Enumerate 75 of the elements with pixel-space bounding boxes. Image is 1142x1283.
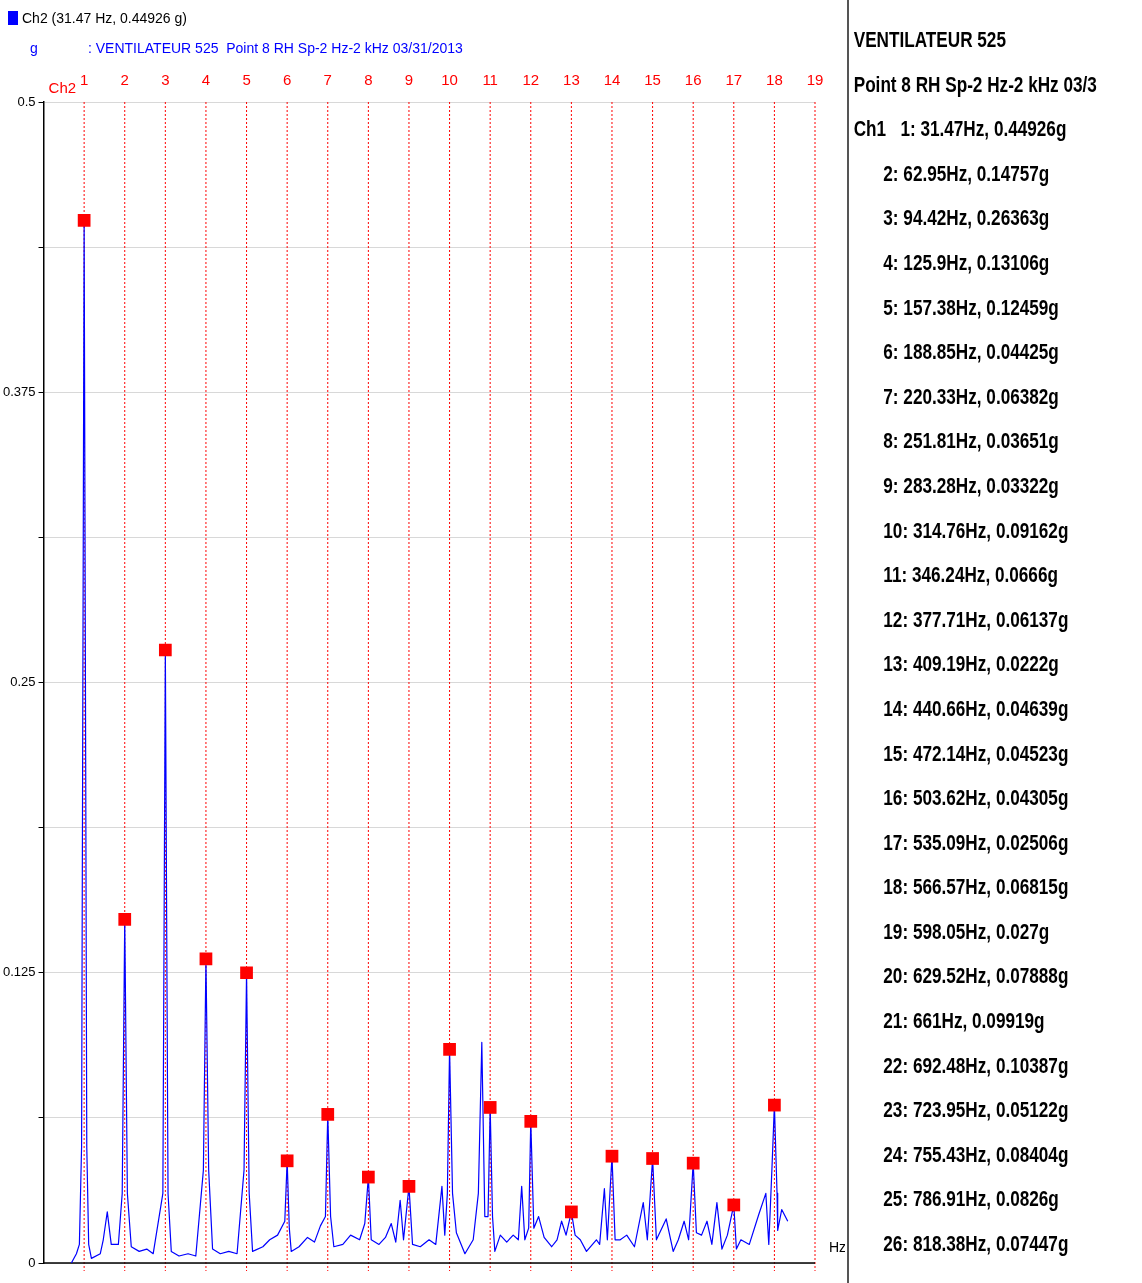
text: 25: 786.91Hz, 0.0826g bbox=[882, 1185, 1060, 1214]
y-axis-title: g bbox=[30, 40, 39, 56]
text: 2: 62.95Hz, 0.14757g bbox=[882, 159, 1051, 188]
text: 21: 661Hz, 0.09919g bbox=[882, 1007, 1046, 1036]
point bbox=[605, 1149, 619, 1163]
y-tick-label: 0.125 bbox=[2, 964, 36, 980]
text: Point 8 RH Sp-2 Hz-2 kHz 03/3 bbox=[852, 70, 1097, 99]
y-tick-label: 0.375 bbox=[2, 383, 36, 399]
text: 18: 566.57Hz, 0.06815g bbox=[882, 873, 1070, 902]
x-tick-label: 17 bbox=[725, 71, 743, 89]
text: Ch2 bbox=[48, 78, 77, 96]
x-tick-label: 12 bbox=[522, 71, 540, 89]
point bbox=[768, 1098, 781, 1112]
x-tick-label: 1 bbox=[79, 71, 89, 89]
point bbox=[118, 912, 132, 926]
text: 14: 440.66Hz, 0.04639g bbox=[882, 694, 1070, 723]
point bbox=[443, 1043, 456, 1056]
text: 5: 157.38Hz, 0.12459g bbox=[882, 293, 1060, 322]
x-tick-label: 8 bbox=[364, 71, 373, 89]
point bbox=[77, 214, 91, 227]
text: 8: 251.81Hz, 0.03651g bbox=[882, 427, 1060, 456]
text: 6: 188.85Hz, 0.04425g bbox=[882, 338, 1060, 367]
text: 3: 94.42Hz, 0.26363g bbox=[882, 204, 1051, 233]
text: 24: 755.43Hz, 0.08404g bbox=[882, 1140, 1070, 1169]
text: 9: 283.28Hz, 0.03322g bbox=[882, 471, 1060, 500]
text: 19: 598.05Hz, 0.027g bbox=[882, 917, 1051, 946]
point bbox=[362, 1170, 375, 1184]
x-tick-label: 19 bbox=[806, 71, 824, 89]
text: 12: 377.71Hz, 0.06137g bbox=[882, 605, 1070, 634]
text: 11: 346.24Hz, 0.0666g bbox=[882, 561, 1059, 590]
x-tick-label: 5 bbox=[242, 71, 251, 89]
chart-subtitle: : VENTILATEUR 525 Point 8 RH Sp-2 Hz-2 kHz 03/31/2013 bbox=[88, 40, 463, 56]
text: 22: 692.48Hz, 0.10387g bbox=[882, 1051, 1070, 1080]
y-tick-label: 0.25 bbox=[10, 674, 36, 690]
point bbox=[727, 1198, 741, 1212]
x-tick-label: 6 bbox=[282, 71, 292, 89]
x-tick-label: 13 bbox=[563, 71, 580, 89]
text: VENTILATEUR 525 bbox=[852, 26, 1007, 54]
text: Ch1 1: 31.47Hz, 0.44926g bbox=[852, 115, 1068, 144]
point bbox=[565, 1205, 578, 1219]
x-tick-label: 7 bbox=[323, 71, 332, 89]
point bbox=[158, 643, 172, 657]
y-tick-label: 0 bbox=[28, 1254, 36, 1270]
x-tick-label: 3 bbox=[161, 71, 170, 89]
point bbox=[199, 952, 213, 966]
text: 23: 723.95Hz, 0.05122g bbox=[882, 1096, 1070, 1125]
x-tick-label: 18 bbox=[766, 71, 783, 89]
x-tick-label: 14 bbox=[603, 71, 621, 89]
text: 20: 629.52Hz, 0.07888g bbox=[882, 962, 1070, 991]
point bbox=[483, 1101, 497, 1114]
x-tick-label: 15 bbox=[644, 71, 661, 89]
text: 10: 314.76Hz, 0.09162g bbox=[882, 516, 1070, 545]
text: 15: 472.14Hz, 0.04523g bbox=[882, 739, 1070, 768]
text: 4: 125.9Hz, 0.13106g bbox=[882, 248, 1051, 277]
text: 17: 535.09Hz, 0.02506g bbox=[882, 828, 1070, 857]
text: 16: 503.62Hz, 0.04305g bbox=[882, 784, 1070, 813]
point bbox=[646, 1152, 659, 1165]
point bbox=[280, 1154, 294, 1168]
x-tick-label: 2 bbox=[120, 71, 129, 89]
x-tick-label: 9 bbox=[404, 71, 414, 89]
text: 13: 409.19Hz, 0.0222g bbox=[882, 650, 1060, 679]
legend-label: Ch2 (31.47 Hz, 0.44926 g) bbox=[22, 10, 187, 26]
x-tick-label: 16 bbox=[684, 71, 702, 89]
point bbox=[321, 1108, 335, 1121]
point bbox=[524, 1114, 538, 1128]
x-tick-label: 11 bbox=[482, 71, 498, 89]
point bbox=[240, 966, 253, 980]
x-tick-label: 4 bbox=[201, 71, 211, 89]
y-tick-label: 0.5 bbox=[17, 93, 36, 109]
text: 26: 818.38Hz, 0.07447g bbox=[882, 1230, 1070, 1259]
point bbox=[402, 1180, 416, 1193]
x-tick-label: 10 bbox=[441, 71, 458, 89]
text: 7: 220.33Hz, 0.06382g bbox=[882, 382, 1060, 411]
x-axis-title: Hz bbox=[829, 1238, 847, 1255]
point bbox=[686, 1156, 700, 1170]
